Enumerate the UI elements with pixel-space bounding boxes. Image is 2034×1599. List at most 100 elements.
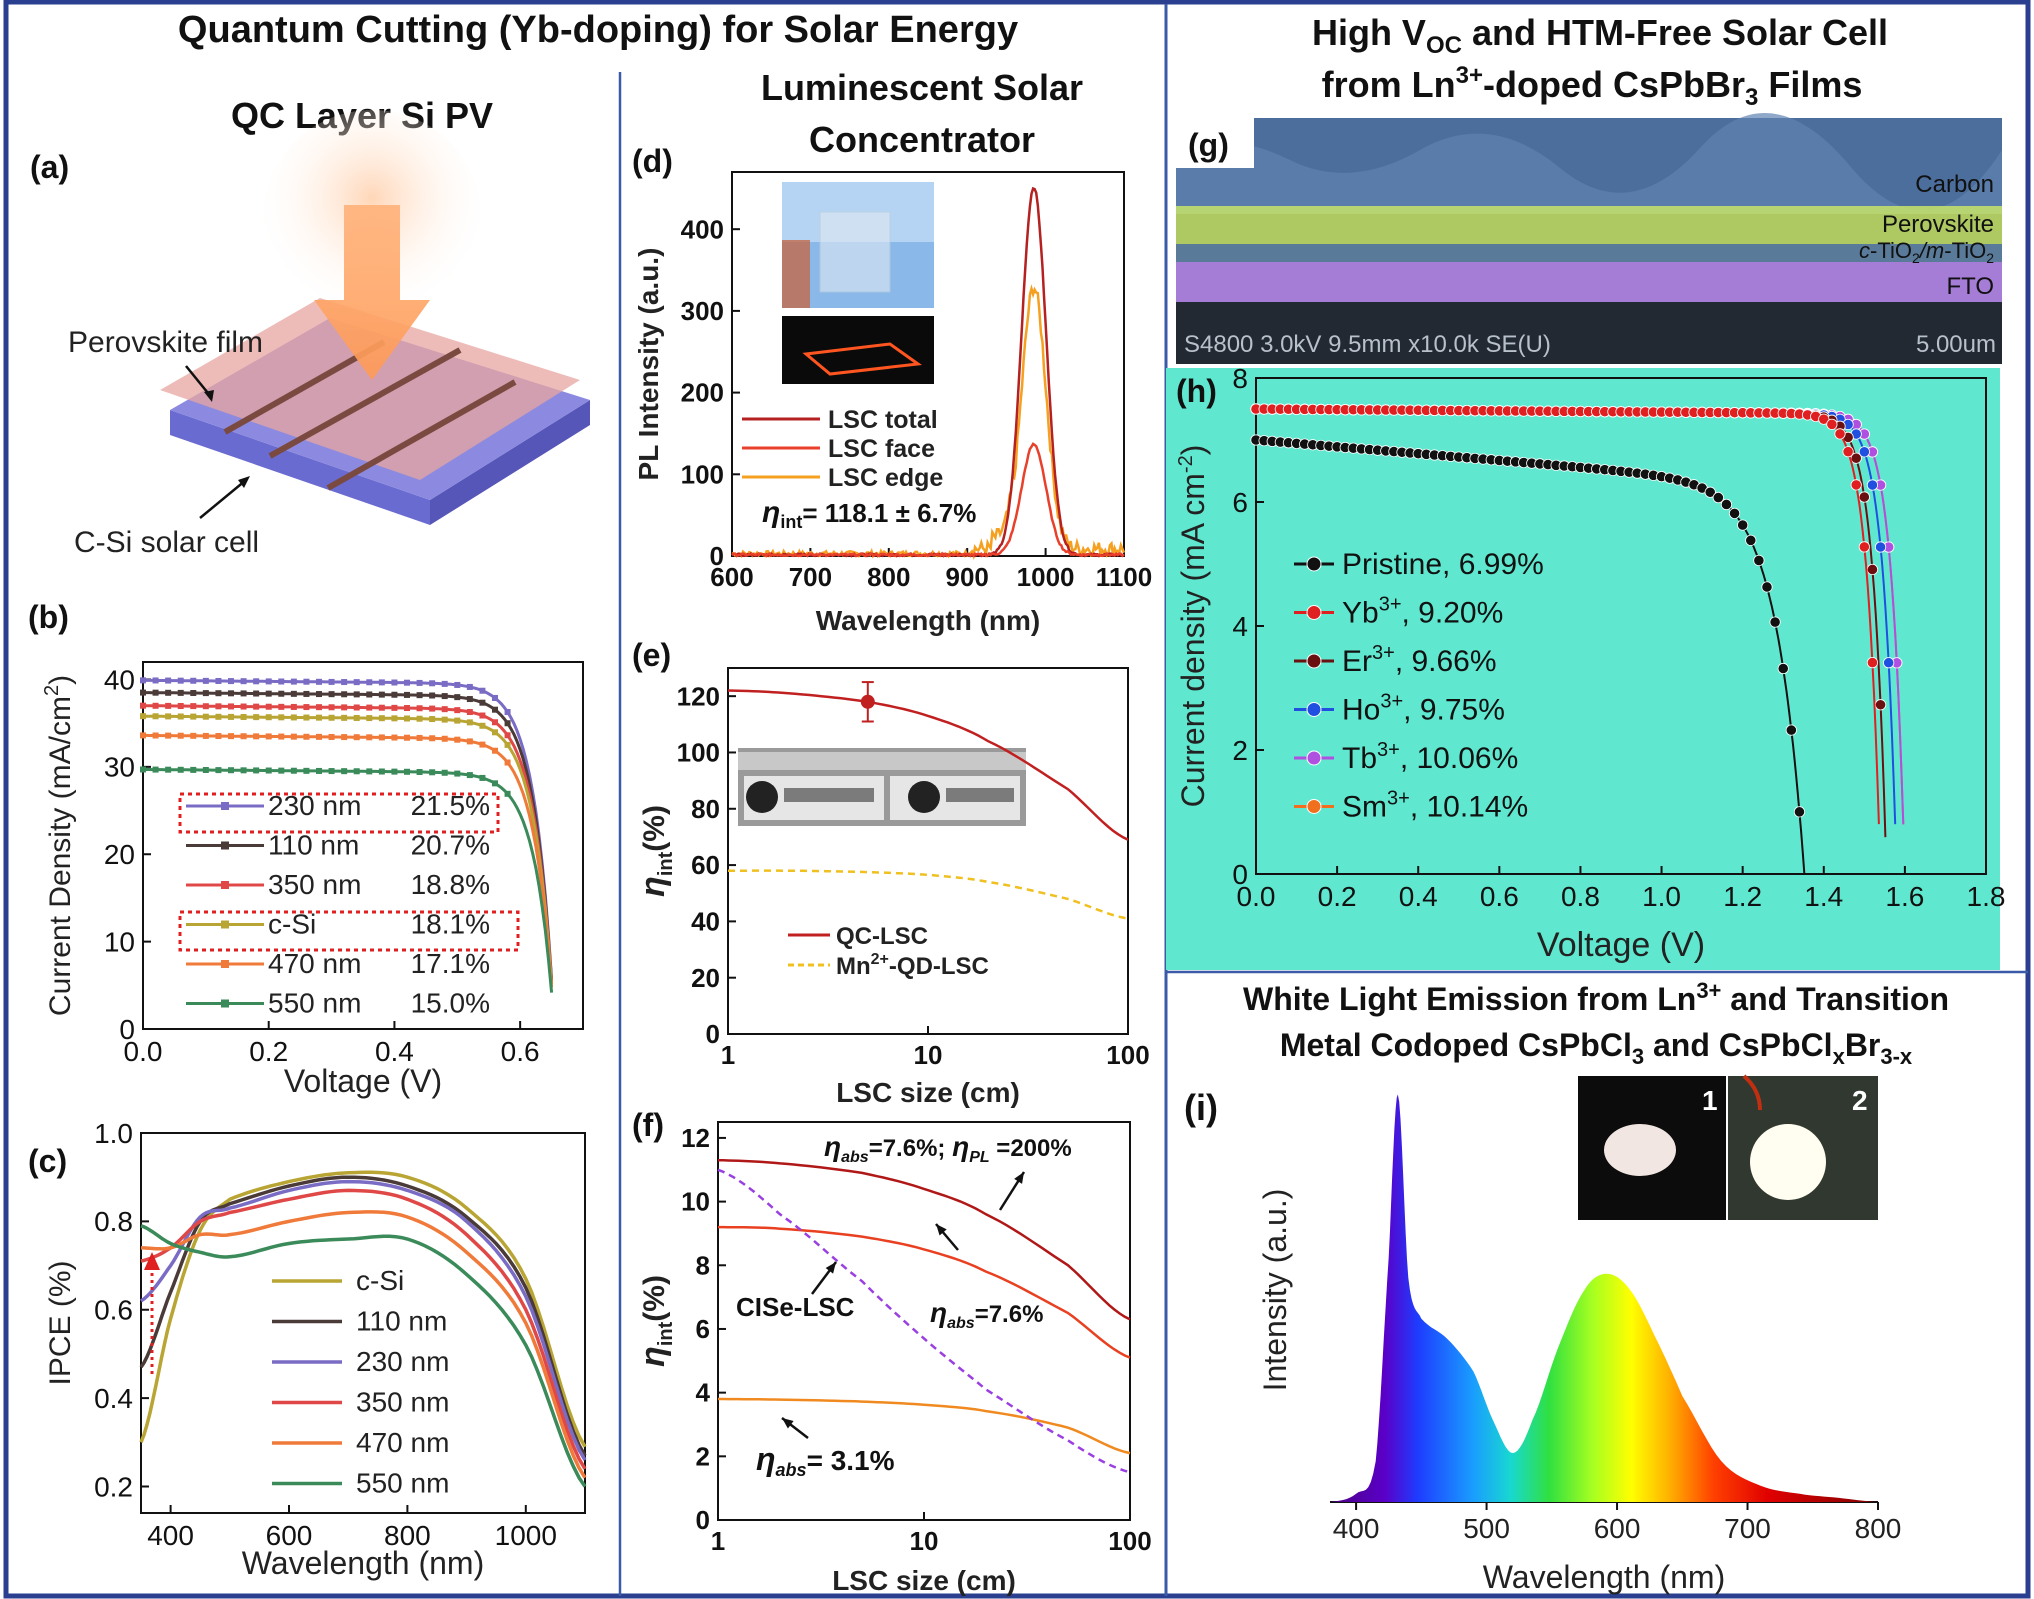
series-marker-b — [316, 678, 322, 685]
series-marker-b — [202, 703, 209, 710]
legend-name-b: 230 nm — [268, 790, 361, 821]
y-label-f: ηint(%) — [634, 1275, 677, 1367]
series-marker-b — [479, 712, 486, 719]
series-marker-b — [466, 683, 473, 690]
legend-name-b: 350 nm — [268, 869, 361, 900]
series-marker-b — [253, 733, 260, 740]
series-marker-b — [341, 704, 348, 711]
legend-marker-b — [221, 881, 229, 889]
legend-name-h: Pristine, 6.99% — [1342, 548, 1544, 581]
legend-marker-b — [221, 999, 229, 1008]
series-marker-b — [341, 691, 348, 698]
white-title-line1: White Light Emission from Ln3+ and Trans… — [1243, 978, 1949, 1017]
series-marker-b — [140, 677, 146, 684]
powder-pile — [1604, 1124, 1676, 1176]
series-marker-b — [429, 680, 436, 687]
series-marker-b — [378, 734, 385, 741]
series-marker-h — [1858, 541, 1870, 553]
legend-name-h: Sm3+, 10.14% — [1342, 788, 1528, 824]
x-tick-label-h: 0.6 — [1480, 881, 1519, 912]
series-marker-b — [479, 741, 486, 748]
series-marker-b — [215, 733, 222, 740]
series-marker-b — [190, 703, 197, 710]
y-tick-label-f: 8 — [696, 1250, 710, 1280]
cell-side-front — [170, 410, 430, 525]
highlight-box-230 — [178, 792, 500, 834]
series-marker-b — [140, 713, 146, 720]
y-tick-label-f: 10 — [681, 1187, 710, 1217]
series-marker-b — [165, 713, 172, 720]
y-tick-label-c: 0.6 — [94, 1295, 133, 1326]
series-marker-b — [441, 716, 448, 723]
legend-name-b: c-Si — [268, 909, 316, 940]
series-marker-h — [1712, 492, 1724, 504]
y-tick-label-f: 12 — [681, 1123, 710, 1153]
series-marker-b — [378, 715, 385, 722]
layer-tio2: c-TiO2/m-TiO2 — [1859, 238, 1994, 266]
x-tick-label-d: 700 — [789, 562, 832, 592]
highlight-box-csi — [178, 910, 520, 952]
y-tick-label-b: 0 — [119, 1014, 135, 1045]
series-line-e — [728, 869, 1129, 920]
sem-texture — [1176, 113, 2002, 214]
series-marker-b — [177, 703, 184, 710]
series-marker-b — [253, 767, 260, 774]
series-line-c — [139, 1170, 587, 1448]
series-marker-b — [504, 720, 511, 727]
series-marker-b — [265, 703, 272, 710]
series-marker-b — [328, 704, 335, 711]
series-marker-b — [316, 733, 322, 740]
series-marker-b — [404, 691, 410, 698]
series-marker-b — [454, 770, 461, 777]
sem-scale: 5.00um — [1916, 331, 1996, 358]
series-marker-b — [341, 679, 348, 686]
x-label-h: Voltage (V) — [1537, 926, 1705, 964]
annotation-f-top: ηabs=7.6%; ηPL =200% — [824, 1131, 1072, 1166]
legend-value-b: 20.7% — [411, 830, 490, 861]
legend-marker-b — [221, 920, 229, 929]
series-marker-b — [353, 704, 360, 711]
y-tick-label-d: 200 — [681, 378, 724, 408]
panel-i-inset: 1 2 — [1578, 1074, 1878, 1220]
series-marker-b — [253, 714, 260, 721]
series-marker-b — [416, 692, 423, 699]
series-marker-b — [429, 769, 436, 776]
series-marker-b — [416, 705, 423, 712]
series-marker-b — [504, 759, 511, 766]
series-marker-b — [429, 716, 436, 723]
x-tick-label-f: 100 — [1108, 1526, 1151, 1556]
y-tick-label-e: 80 — [691, 794, 720, 824]
series-marker-b — [190, 766, 197, 773]
series-marker-b — [504, 709, 511, 716]
x-label-i: Wavelength (nm) — [1483, 1559, 1725, 1595]
y-tick-label-e: 120 — [677, 681, 720, 711]
series-marker-b — [177, 713, 184, 720]
series-marker-b — [441, 735, 448, 742]
y-tick-label-d: 400 — [681, 214, 724, 244]
series-line-c — [141, 1210, 587, 1479]
legend-name-h: Er3+, 9.66% — [1342, 642, 1497, 678]
outer-frame — [3, 0, 2031, 1599]
csi-pointer-head — [238, 476, 250, 488]
y-tick-label-c: 0.2 — [94, 1471, 133, 1502]
x-label-b: Voltage (V) — [284, 1063, 442, 1099]
chart-i: 400 500 600 700 800 (i) Wavelength (nm) Intensi… — [1184, 1087, 1901, 1595]
series-marker-h — [1704, 486, 1716, 498]
series-marker-b — [240, 703, 247, 710]
legend-name-c: c-Si — [356, 1265, 404, 1296]
series-marker-h — [1874, 541, 1887, 553]
series-marker-b — [303, 704, 310, 711]
lsc-photo-slab — [819, 211, 891, 293]
series-marker-b — [391, 734, 398, 741]
series-marker-b — [265, 714, 272, 721]
x-tick-label-d: 1000 — [1017, 562, 1075, 592]
x-tick-label-f: 10 — [910, 1526, 939, 1556]
series-marker-b — [391, 768, 398, 775]
series-marker-b — [140, 702, 146, 709]
series-marker-b — [253, 703, 260, 710]
series-marker-b — [290, 714, 297, 721]
legend-marker-h — [1306, 605, 1322, 620]
series-marker-b — [492, 719, 498, 726]
series-marker-h — [1793, 806, 1806, 818]
inset-label-2: 2 — [1852, 1085, 1868, 1116]
